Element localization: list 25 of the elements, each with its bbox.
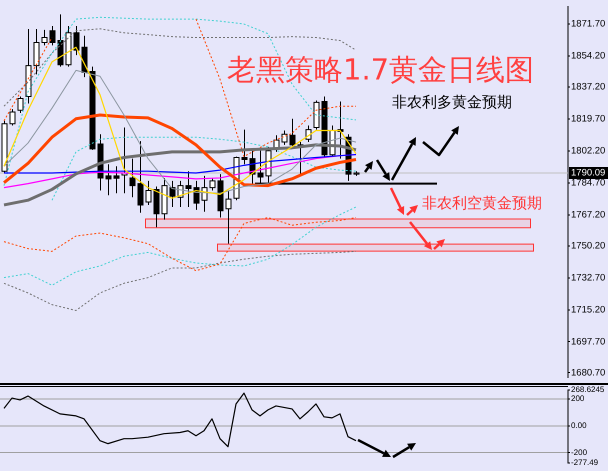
annotation: 非农利空黄金预期 — [422, 194, 542, 212]
y-tick-label: 1871.70 — [571, 18, 606, 30]
line-series — [4, 250, 356, 311]
y-tick-label: 1802.20 — [571, 146, 606, 157]
y-tick-label: -200 — [571, 448, 588, 457]
y-tick-label: 1750.20 — [571, 240, 606, 252]
y-tick-label: 1732.70 — [571, 272, 606, 284]
y-tick-label: 200 — [571, 394, 585, 404]
text: 老黑策略1.7黄金日线图 — [227, 52, 534, 87]
y-tick-label: 1767.20 — [571, 209, 606, 220]
line-series — [4, 217, 356, 272]
line-series — [52, 136, 356, 201]
y-tick-label: 1837.20 — [571, 82, 606, 93]
y-tick-label: 1697.70 — [571, 336, 606, 348]
y-tick-label: 1784.70 — [571, 177, 606, 188]
y-tick-label: -277.49 — [571, 458, 599, 468]
y-tick-label: 0.00 — [571, 421, 588, 430]
y-tick-label: 1680.70 — [571, 367, 606, 378]
line-series — [4, 206, 356, 286]
y-tick-label: 1854.20 — [571, 50, 606, 62]
y-tick-label: 268.6245 — [571, 385, 605, 394]
ref-line-label: 1790.09 — [571, 168, 606, 179]
y-tick-label: 1715.20 — [571, 304, 606, 316]
annotation: 非农利多黄金预期 — [392, 92, 512, 111]
y-tick-label: 1819.70 — [571, 114, 606, 125]
